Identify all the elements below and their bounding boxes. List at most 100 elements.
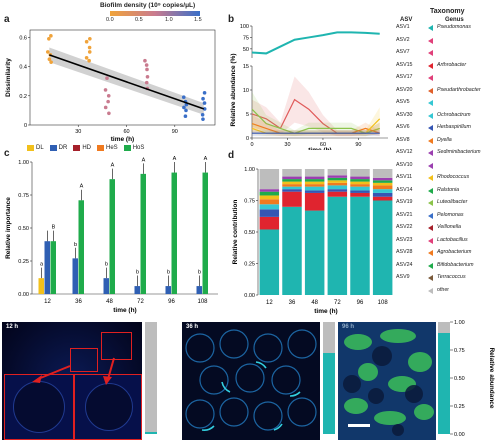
x-tick-label: 48 [106, 299, 113, 305]
legend-item: HoS [124, 145, 145, 151]
taxonomy-asv: ASV1 [396, 24, 418, 30]
taxonomy-genus: Pelomonas [437, 212, 464, 218]
regression-line [49, 55, 203, 109]
taxonomy-row: ASV1 Pseudomonas [396, 24, 500, 32]
stack-segment [260, 217, 279, 230]
bar [45, 241, 51, 294]
data-point [88, 46, 92, 50]
data-point [203, 91, 207, 95]
y-tick-label: 0.75 [18, 193, 29, 199]
colorbar-title: Biofilm density (10⁹ copies/μL) [100, 2, 195, 9]
taxonomy-row: ASV7 [396, 49, 500, 57]
taxonomy-genus: Bifidobacterium [437, 262, 474, 268]
stack-segment [373, 185, 392, 189]
data-point [104, 88, 108, 92]
stack-segment [260, 209, 279, 217]
significance-letter: A [142, 157, 146, 163]
stack-segment [282, 169, 301, 177]
taxonomy-marker [428, 63, 433, 69]
y-axis-label: Dissimilarity [5, 58, 12, 97]
stack-segment [328, 178, 347, 181]
data-point [105, 76, 109, 80]
data-point [106, 100, 110, 104]
data-point [107, 94, 111, 98]
taxonomy-row: ASV30 Ochrobactrum [396, 112, 500, 120]
bar [73, 258, 79, 294]
significance-letter: b [198, 270, 201, 276]
stack-segment [350, 184, 369, 187]
taxonomy-marker [428, 188, 433, 194]
stack-segment [282, 184, 301, 187]
taxonomy-marker [428, 138, 433, 144]
x-axis-label: time (h) [113, 307, 136, 314]
abundance-axis: 0.000.250.500.751.00Relative abundance [450, 318, 500, 443]
x-tick-label: 12 [44, 299, 51, 305]
bar [197, 286, 203, 294]
stack-segment [373, 197, 392, 201]
x-tick-label: 90 [172, 129, 178, 135]
y-tick-label: 0.2 [19, 94, 27, 100]
stack-segment [350, 179, 369, 182]
taxonomy-row: ASV12 Sediminibacterium [396, 149, 500, 157]
taxonomy-genus-header: Genus [445, 17, 464, 23]
taxonomy-asv: ASV30 [396, 112, 418, 118]
data-point [85, 56, 89, 60]
bar [104, 278, 110, 294]
abundance-bar-96h [438, 322, 450, 434]
y-tick-label: 10 [243, 88, 249, 94]
data-point [184, 114, 188, 118]
x-tick-label: 30 [75, 129, 81, 135]
taxonomy-marker [428, 213, 433, 219]
stack-segment [350, 197, 369, 295]
taxonomy-marker [428, 275, 433, 281]
stack-segment [350, 193, 369, 197]
y-tick-label: 0.4 [19, 65, 27, 71]
stack-segment [305, 190, 324, 193]
stack-segment [282, 189, 301, 192]
micrograph-12h: 12 h [2, 322, 142, 440]
significance-letter: B [52, 225, 56, 231]
data-point [201, 117, 205, 121]
taxonomy-row: ASV19 Luteolibacter [396, 199, 500, 207]
stack-segment [305, 182, 324, 185]
taxonomy-marker [428, 125, 433, 131]
stack-segment [260, 192, 279, 196]
taxonomy-row: ASV10 [396, 162, 500, 170]
stack-segment [282, 187, 301, 190]
taxonomy-genus: Arthrobacter [437, 62, 466, 68]
stack-segment [260, 195, 279, 199]
data-point [88, 50, 92, 54]
data-point [85, 40, 89, 44]
taxonomy-marker [428, 50, 433, 56]
taxonomy-marker [428, 175, 433, 181]
y-tick-label: 0.6 [19, 35, 27, 41]
taxonomy-asv: ASV8 [396, 137, 418, 143]
stack-segment [373, 193, 392, 197]
x-tick-label: 90 [355, 142, 361, 148]
taxonomy-marker [428, 75, 433, 81]
data-point [145, 63, 149, 67]
taxonomy-marker [428, 25, 433, 31]
stack-segment [282, 192, 301, 207]
y-tick-label: 0.25 [18, 259, 29, 265]
stack-segment [305, 169, 324, 177]
legend-item: DR [50, 145, 68, 151]
x-tick-label: 72 [334, 300, 341, 306]
bar [172, 173, 178, 294]
pore-pattern-36h [182, 322, 320, 440]
stack-segment [373, 180, 392, 183]
y-tick-label: 0 [246, 136, 249, 142]
data-point [145, 81, 149, 85]
y-axis-label: Relative contribution [232, 200, 239, 265]
taxonomy-asv: ASV7 [396, 49, 418, 55]
taxonomy-genus: Ralstonia [437, 187, 459, 193]
significance-letter: A [204, 156, 208, 162]
bar [135, 286, 141, 294]
data-point [46, 50, 50, 54]
data-point [201, 113, 205, 117]
taxonomy-row: ASV2 [396, 37, 500, 45]
taxonomy-genus: other [437, 287, 449, 293]
abundance-bar-36h [323, 322, 335, 434]
bar-tick-label: 0.25 [454, 404, 465, 410]
stacked-bar-chart-d: 0.000.250.500.751.0012 36 48 72 96 108time (h… [228, 155, 400, 325]
